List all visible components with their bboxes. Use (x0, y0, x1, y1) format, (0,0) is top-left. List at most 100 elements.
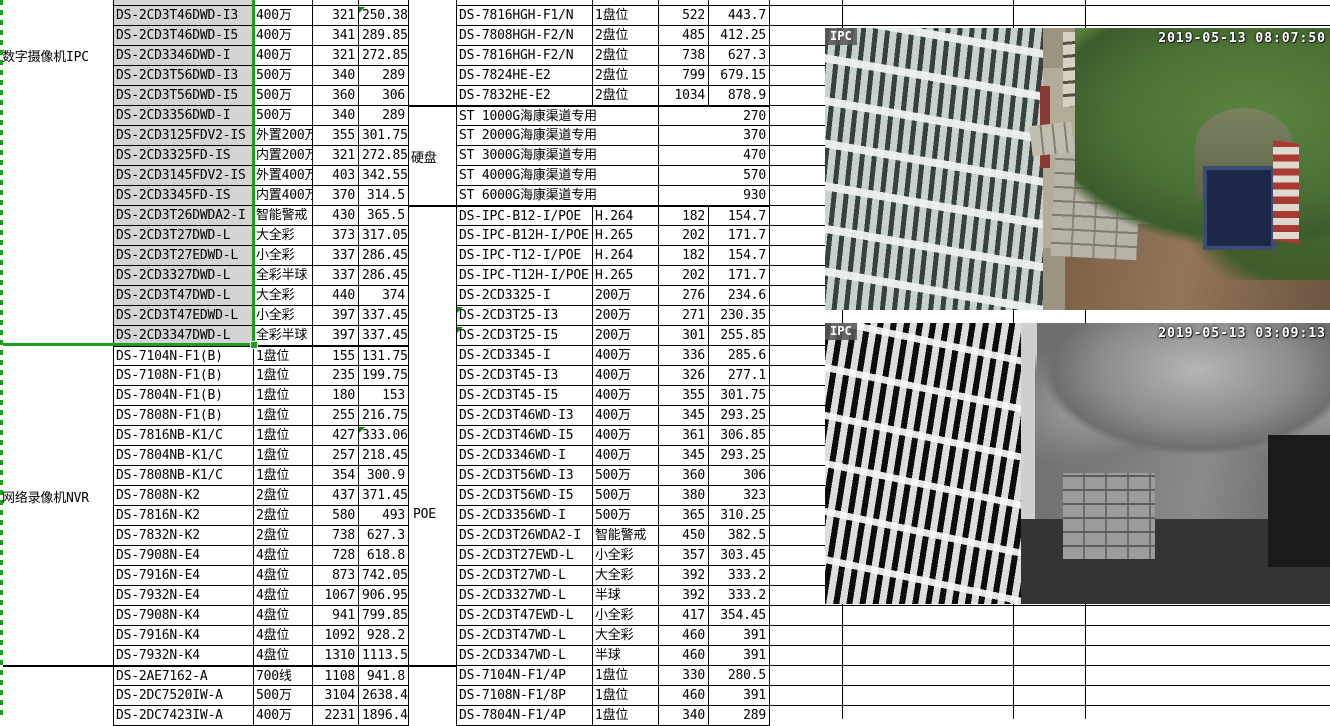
model-cell[interactable]: ST 3000G海康渠道专用 (457, 146, 659, 166)
spec-cell[interactable]: 400万 (254, 6, 313, 26)
model-cell[interactable]: DS-7816NB-K1/C (114, 426, 254, 446)
price1-cell[interactable]: 301 (659, 326, 709, 346)
price1-cell[interactable]: 522 (659, 6, 709, 26)
price2-cell[interactable]: 272.85 (359, 46, 409, 66)
spec-cell[interactable]: H.264 (593, 206, 659, 226)
model-cell[interactable]: DS-2CD3T46DWD-I5 (114, 26, 254, 46)
price1-cell[interactable]: 355 (659, 386, 709, 406)
model-cell[interactable]: ST 6000G海康渠道专用 (457, 186, 659, 206)
spec-cell[interactable]: 1盘位 (254, 346, 313, 366)
price1-cell[interactable]: 340 (313, 106, 359, 126)
model-cell[interactable]: DS-7804N-F1(B) (114, 386, 254, 406)
price2-cell[interactable]: 333.06 (359, 426, 409, 446)
price2-cell[interactable]: 930 (659, 186, 770, 206)
model-cell[interactable]: DS-2CD3T45-I3 (457, 366, 593, 386)
spec-cell[interactable]: 半球 (593, 646, 659, 666)
side-label-harddisk[interactable]: 硬盘 (411, 151, 437, 166)
spec-cell[interactable]: 小全彩 (254, 246, 313, 266)
price2-cell[interactable]: 337.45 (359, 306, 409, 326)
spec-cell[interactable]: 内置200万 (254, 146, 313, 166)
spec-cell[interactable]: 400万 (254, 26, 313, 46)
spec-cell[interactable]: 大全彩 (254, 286, 313, 306)
model-cell[interactable]: DS-2CD3345-I (457, 346, 593, 366)
price2-cell[interactable]: 154.7 (709, 246, 770, 266)
price2-cell[interactable]: 1896.4 (359, 706, 409, 726)
model-cell[interactable]: DS-2CD3T47DWD-L (114, 286, 254, 306)
model-cell[interactable]: DS-7916N-K4 (114, 626, 254, 646)
price1-cell[interactable]: 257 (313, 446, 359, 466)
spec-cell[interactable]: 400万 (254, 46, 313, 66)
spec-cell[interactable]: 1盘位 (593, 686, 659, 706)
spec-cell[interactable]: 400万 (593, 406, 659, 426)
price1-cell[interactable]: 417 (659, 606, 709, 626)
price1-cell[interactable] (659, 0, 709, 6)
price2-cell[interactable]: 171.7 (709, 226, 770, 246)
price2-cell[interactable]: 928.2 (359, 626, 409, 646)
price1-cell[interactable]: 321 (313, 6, 359, 26)
model-cell[interactable] (457, 0, 593, 6)
model-cell[interactable]: DS-2CD3T27EWD-L (457, 546, 593, 566)
spec-cell[interactable]: 200万 (593, 286, 659, 306)
price2-cell[interactable]: 323 (709, 486, 770, 506)
price1-cell[interactable]: 440 (313, 286, 359, 306)
model-cell[interactable]: DS-2AE7162-A (114, 666, 254, 686)
price2-cell[interactable]: 303.45 (709, 546, 770, 566)
price2-cell[interactable]: 799.85 (359, 606, 409, 626)
model-cell[interactable]: DS-7808N-F1(B) (114, 406, 254, 426)
model-cell[interactable]: DS-2CD3T25-I5 (457, 326, 593, 346)
model-cell[interactable]: DS-2CD3T46WD-I5 (457, 426, 593, 446)
spec-cell[interactable]: 2盘位 (254, 526, 313, 546)
price2-cell[interactable]: 391 (709, 686, 770, 706)
model-cell[interactable]: DS-2CD3T46DWD-I3 (114, 6, 254, 26)
spec-cell[interactable]: 外置200万 (254, 126, 313, 146)
model-cell[interactable]: DS-IPC-B12-I/POE (457, 206, 593, 226)
model-cell[interactable]: DS-7908N-E4 (114, 546, 254, 566)
model-cell[interactable]: DS-2CD3346WD-I (457, 446, 593, 466)
price1-cell[interactable]: 337 (313, 266, 359, 286)
spec-cell[interactable]: 小全彩 (593, 546, 659, 566)
price2-cell[interactable]: 199.75 (359, 366, 409, 386)
price2-cell[interactable]: 354.45 (709, 606, 770, 626)
model-cell[interactable]: DS-2CD3325-I (457, 286, 593, 306)
price2-cell[interactable]: 1113.5 (359, 646, 409, 666)
price2-cell[interactable]: 627.3 (359, 526, 409, 546)
price1-cell[interactable]: 430 (313, 206, 359, 226)
price2-cell[interactable]: 310.25 (709, 506, 770, 526)
spec-cell[interactable]: 1盘位 (254, 466, 313, 486)
spec-cell[interactable]: 2盘位 (254, 486, 313, 506)
spec-cell[interactable]: 2盘位 (593, 86, 659, 106)
price1-cell[interactable]: 728 (313, 546, 359, 566)
price2-cell[interactable]: 277.1 (709, 366, 770, 386)
price1-cell[interactable]: 321 (313, 146, 359, 166)
selection-fill-handle[interactable] (250, 341, 258, 349)
price2-cell[interactable]: 742.05 (359, 566, 409, 586)
model-cell[interactable]: DS-2CD3327DWD-L (114, 266, 254, 286)
price2-cell[interactable]: 306.85 (709, 426, 770, 446)
price2-cell[interactable]: 333.2 (709, 586, 770, 606)
spec-cell[interactable]: 1盘位 (593, 0, 659, 6)
price1-cell[interactable]: 321 (313, 46, 359, 66)
price1-cell[interactable]: 437 (313, 486, 359, 506)
price1-cell[interactable]: 330 (659, 666, 709, 686)
price2-cell[interactable]: 342.55 (359, 166, 409, 186)
price2-cell[interactable]: 391 (709, 626, 770, 646)
price2-cell[interactable]: 154.7 (709, 206, 770, 226)
price2-cell[interactable]: 230.35 (709, 306, 770, 326)
price1-cell[interactable]: 397 (313, 306, 359, 326)
price1-cell[interactable]: 580 (313, 506, 359, 526)
price1-cell[interactable]: 1108 (313, 666, 359, 686)
price2-cell[interactable]: 679.15 (709, 66, 770, 86)
model-cell[interactable]: DS-2CD3346DWD-I (114, 46, 254, 66)
model-cell[interactable]: DS-2CD3T56WD-I3 (457, 466, 593, 486)
price2-cell[interactable]: 293.25 (709, 406, 770, 426)
model-cell[interactable]: DS-2CD3T25-I3 (457, 306, 593, 326)
price1-cell[interactable]: 873 (313, 566, 359, 586)
price2-cell[interactable]: 2638.4 (359, 686, 409, 706)
model-cell[interactable]: DS-2CD3125FDV2-IS (114, 126, 254, 146)
price1-cell[interactable]: 365 (659, 506, 709, 526)
price1-cell[interactable]: 370 (313, 186, 359, 206)
spec-cell[interactable]: 400万 (254, 706, 313, 726)
model-cell[interactable]: DS-7808N-K2 (114, 486, 254, 506)
price1-cell[interactable]: 941 (313, 606, 359, 626)
spec-cell[interactable]: 500万 (593, 466, 659, 486)
